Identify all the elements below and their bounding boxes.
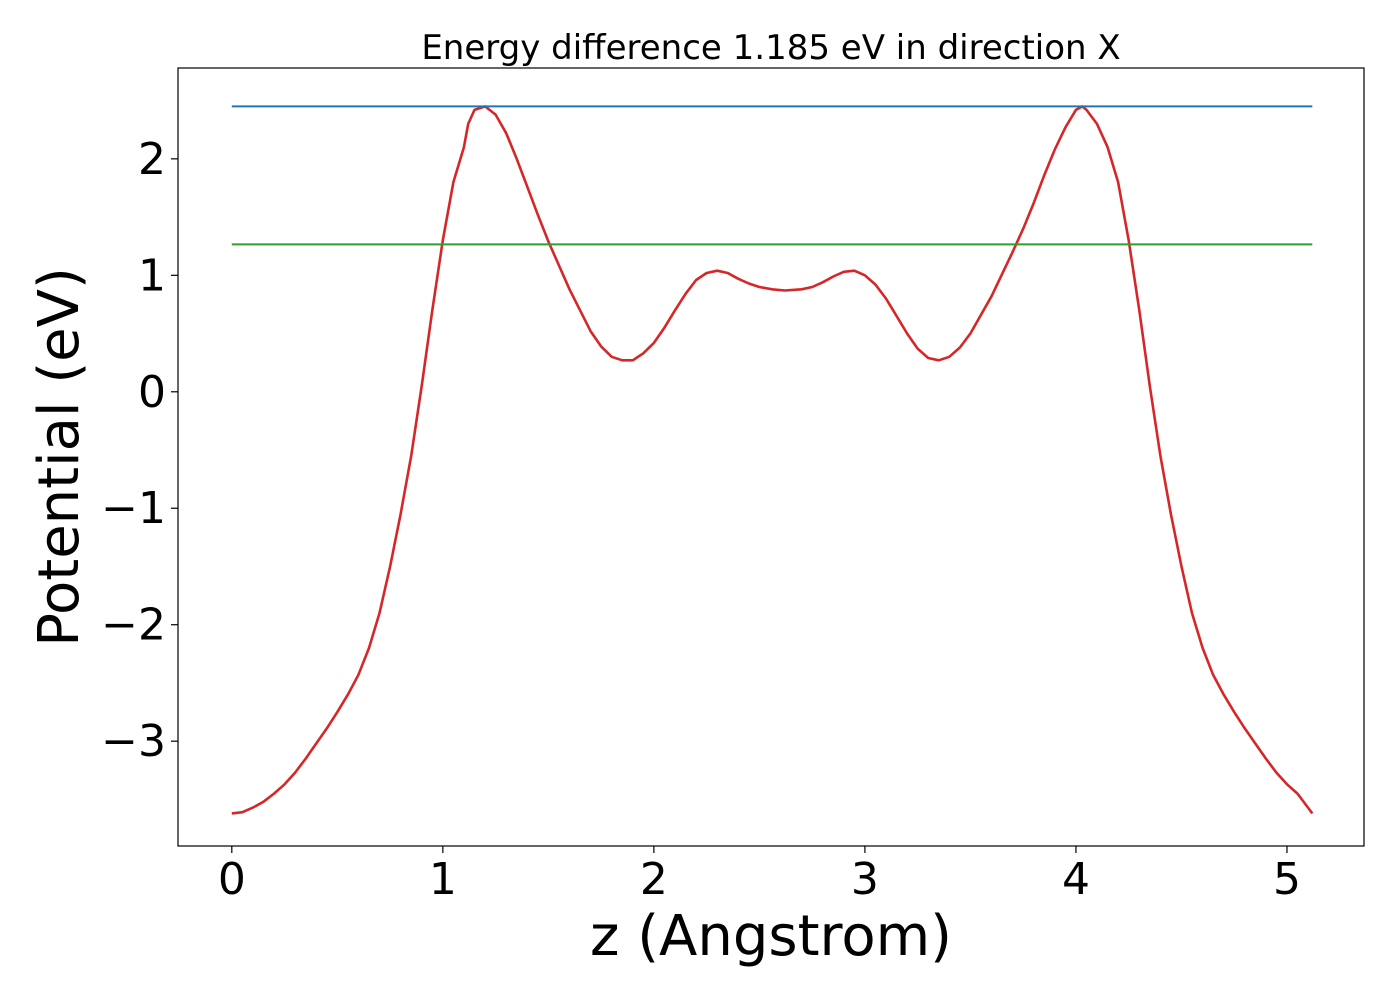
y-tick-label: 2 xyxy=(138,134,166,185)
ticks: 0 1 2 3 4 5 −3 −2 −1 0 1 2 xyxy=(101,134,1301,905)
x-tick-label: 1 xyxy=(429,854,457,905)
y-tick-label: −1 xyxy=(101,483,166,534)
series-layer xyxy=(231,105,1314,815)
y-tick-label: 1 xyxy=(138,250,166,301)
y-axis-label: Potential (eV) xyxy=(27,267,92,647)
plot-frame xyxy=(177,67,1365,847)
x-tick-label: 3 xyxy=(851,854,879,905)
y-tick-label: −2 xyxy=(101,600,166,651)
y-tick-label: 0 xyxy=(138,367,166,418)
chart-title: Energy difference 1.185 eV in direction … xyxy=(421,28,1120,68)
x-axis-label: z (Angstrom) xyxy=(590,904,952,969)
x-tick-label: 0 xyxy=(218,854,246,905)
x-tick-label: 2 xyxy=(640,854,668,905)
potential-curve-line xyxy=(231,105,1314,815)
y-tick-label: −3 xyxy=(101,716,166,767)
x-tick-label: 5 xyxy=(1273,854,1301,905)
x-tick-label: 4 xyxy=(1062,854,1090,905)
